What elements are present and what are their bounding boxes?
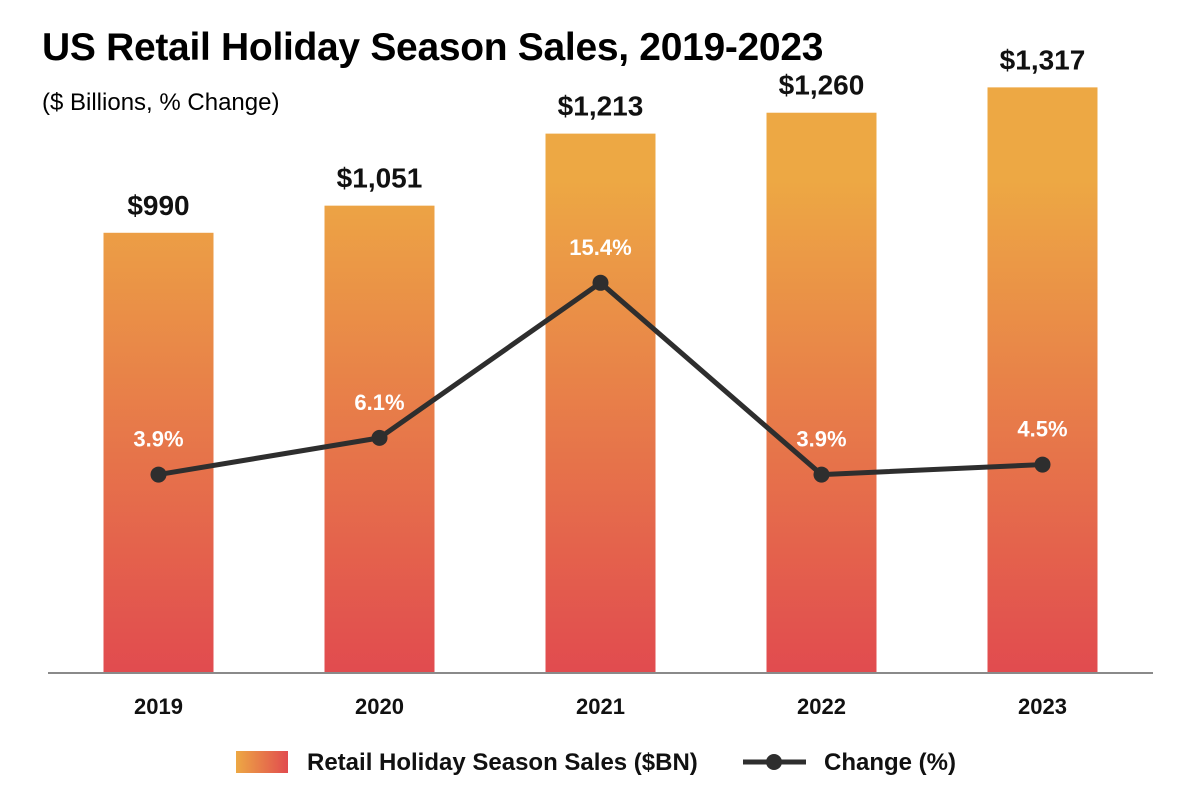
bar-value-label-2022: $1,260 <box>779 70 865 101</box>
x-tick-2022: 2022 <box>797 694 846 719</box>
chart-subtitle: ($ Billions, % Change) <box>42 89 280 116</box>
legend-label-sales: Retail Holiday Season Sales ($BN) <box>307 749 698 776</box>
change-value-label-2019: 3.9% <box>133 427 183 452</box>
bar-value-label-2021: $1,213 <box>558 91 644 122</box>
x-tick-2019: 2019 <box>134 694 183 719</box>
bar-2022 <box>766 112 877 674</box>
change-point-2020 <box>371 429 388 446</box>
change-point-2022 <box>813 466 830 483</box>
bar-2023 <box>987 87 1098 673</box>
legend: Retail Holiday Season Sales ($BN) Change… <box>236 749 956 776</box>
change-point-2019 <box>150 466 167 483</box>
change-point-2023 <box>1034 456 1051 473</box>
change-value-label-2020: 6.1% <box>354 390 404 415</box>
bars-layer <box>103 87 1098 674</box>
chart-title: US Retail Holiday Season Sales, 2019-202… <box>42 26 824 69</box>
x-tick-2021: 2021 <box>576 694 625 719</box>
change-value-label-2021: 15.4% <box>569 235 631 260</box>
change-value-label-2022: 3.9% <box>796 427 846 452</box>
legend-swatch-change-marker <box>766 754 782 770</box>
change-value-label-2023: 4.5% <box>1017 417 1067 442</box>
bar-value-label-2020: $1,051 <box>337 163 423 194</box>
labels-layer: $990 $1,051 $1,213 $1,260 $1,317 3.9% 6.1% 15.4… <box>127 44 1085 451</box>
line-layer <box>150 274 1051 483</box>
bar-2019 <box>103 232 214 673</box>
bar-value-label-2023: $1,317 <box>1000 44 1086 75</box>
x-tick-2023: 2023 <box>1018 694 1067 719</box>
change-point-2021 <box>592 274 609 291</box>
bar-2021 <box>545 133 656 674</box>
bar-value-label-2019: $990 <box>127 190 189 221</box>
legend-swatch-sales <box>236 751 288 773</box>
x-tick-2020: 2020 <box>355 694 404 719</box>
x-axis-ticks: 2019 2020 2021 2022 2023 <box>134 694 1067 719</box>
legend-label-change: Change (%) <box>824 749 956 776</box>
